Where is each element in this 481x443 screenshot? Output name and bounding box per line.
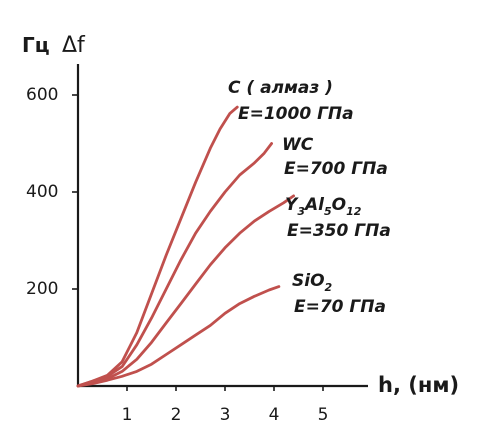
x-tick-label: 3 <box>220 405 231 425</box>
y-axis-symbol-label: Δf <box>62 33 86 58</box>
x-tick-label: 4 <box>269 405 280 425</box>
series-label-modulus: E=1000 ГПа <box>238 104 354 124</box>
series-label-name: WC <box>282 135 314 155</box>
series-label-name: SiO2 <box>292 271 333 294</box>
series-label-name: Y3Al5O12 <box>285 195 362 218</box>
series-label-modulus: E=700 ГПа <box>284 159 388 179</box>
y-tick-label: 600 <box>26 85 58 105</box>
series-line-sio2 <box>78 287 279 386</box>
series-line-yag <box>78 196 294 386</box>
x-axis-label: h, (нм) <box>378 373 459 397</box>
x-tick-label: 1 <box>122 405 133 425</box>
series-labels: C ( алмаз ) E=1000 ГПа WC E=700 ГПа Y3Al5O12… <box>228 78 391 317</box>
y-tick-label: 200 <box>26 279 58 299</box>
series-label-name: C ( алмаз ) <box>228 78 333 98</box>
series-group <box>78 107 294 386</box>
series-label-modulus: E=350 ГПа <box>287 221 391 241</box>
y-tick-label: 400 <box>26 182 58 202</box>
y-axis-unit-label: Гц <box>22 33 50 57</box>
x-tick-label: 2 <box>171 405 182 425</box>
series-label-modulus: E=70 ГПа <box>294 297 386 317</box>
x-tick-label: 5 <box>318 405 329 425</box>
series-line-diamond <box>78 107 237 386</box>
